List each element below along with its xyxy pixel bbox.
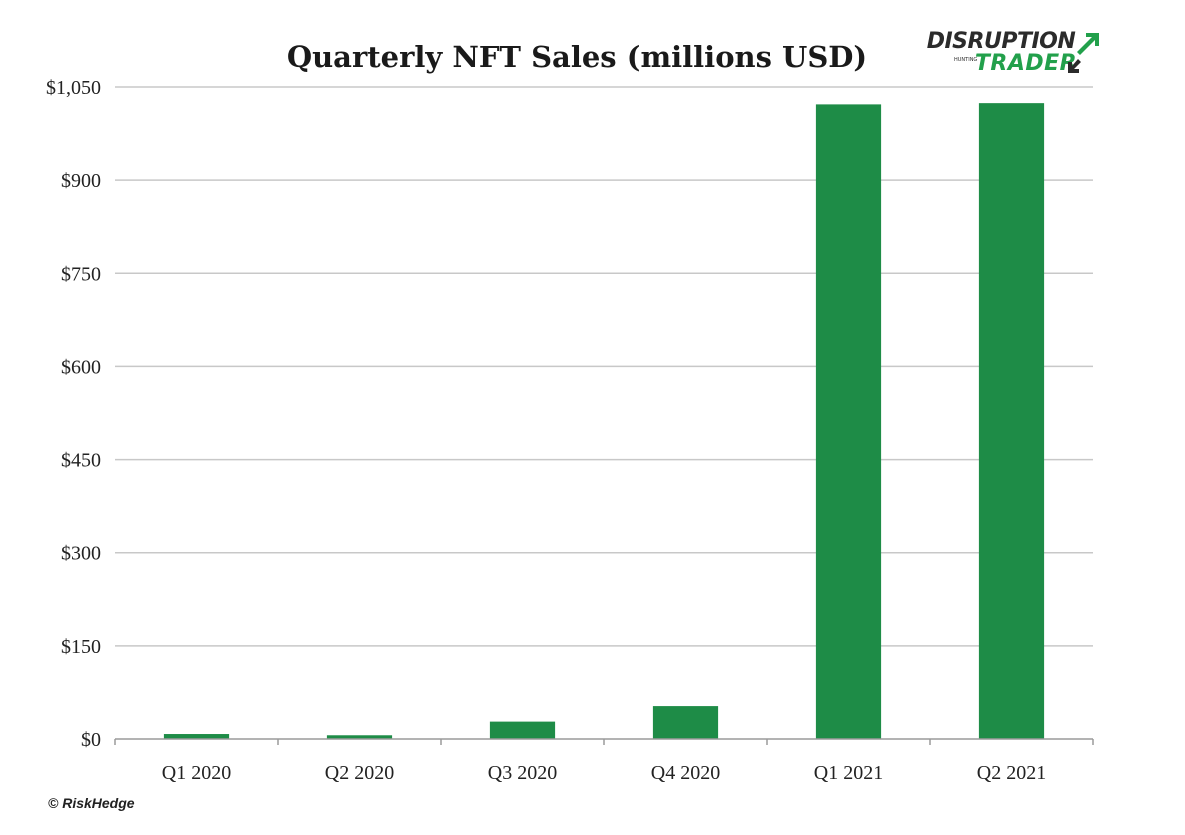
y-tick-label: $750 (61, 263, 101, 285)
bar (978, 103, 1045, 739)
y-tick-label: $900 (61, 170, 101, 192)
disruption-trader-logo: DISRUPTION HUNTING TRADER (927, 29, 1099, 76)
x-axis-ticks: Q1 2020 Q2 2020 Q3 2020 Q4 2020 Q1 2021 Q2 20… (162, 762, 1046, 784)
chart-title: Quarterly NFT Sales (millions USD) (287, 40, 867, 74)
y-axis-ticks: $0 $150 $300 $450 $600 $750 $900 $1,050 (46, 77, 101, 751)
gridlines (115, 86, 1093, 647)
y-tick-label: $450 (61, 450, 101, 472)
bar (163, 734, 230, 739)
y-tick-label: $1,050 (46, 77, 101, 99)
x-axis (114, 738, 1094, 745)
double-arrow-icon (1068, 33, 1099, 73)
bar (652, 706, 719, 739)
copyright-credit: © RiskHedge (48, 795, 135, 811)
x-tick-label: Q2 2021 (977, 762, 1046, 784)
x-tick-label: Q4 2020 (651, 762, 720, 784)
bar (326, 735, 393, 739)
x-tick-label: Q1 2020 (162, 762, 231, 784)
logo-line1: DISRUPTION (927, 29, 1076, 54)
x-tick-label: Q1 2021 (814, 762, 883, 784)
y-tick-label: $0 (81, 729, 101, 751)
bars (163, 103, 1045, 740)
bar (489, 721, 556, 739)
x-tick-label: Q3 2020 (488, 762, 557, 784)
x-tick-label: Q2 2020 (325, 762, 394, 784)
bar (815, 104, 882, 740)
y-tick-label: $300 (61, 543, 101, 565)
logo-line2: TRADER (975, 51, 1077, 76)
y-tick-label: $600 (61, 356, 101, 378)
logo-line1-small: HUNTING (954, 57, 977, 63)
y-tick-label: $150 (61, 636, 101, 658)
